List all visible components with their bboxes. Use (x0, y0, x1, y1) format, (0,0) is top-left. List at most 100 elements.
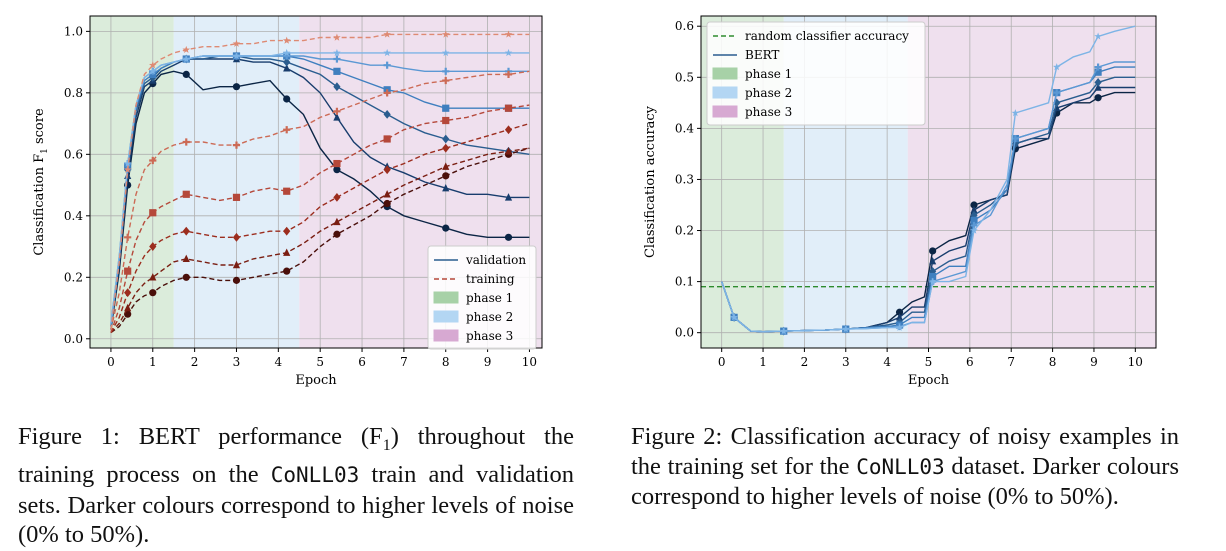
series-line-11 (110, 70, 530, 330)
data-point (779, 327, 788, 335)
legend: random classifier accuracy BERT phase 1 pha… (706, 21, 926, 126)
data-point (970, 201, 978, 209)
phase-band-1 (90, 16, 174, 348)
x-tick-label: 10 (522, 355, 537, 369)
data-point (182, 273, 190, 281)
data-point (149, 242, 157, 251)
data-point (442, 143, 450, 153)
x-axis-label: Epoch (908, 373, 950, 388)
series-6 (721, 25, 1136, 335)
legend-swatch (712, 67, 738, 80)
data-point (124, 303, 132, 312)
series-line-8 (110, 147, 530, 334)
series-line-6 (721, 25, 1136, 333)
data-point (1094, 68, 1102, 76)
figure1-caption-dataset: CoNLL03 (270, 463, 360, 488)
figure2-caption-dataset: CoNLL03 (856, 454, 945, 479)
y-axis-label-subscript: 1 (40, 148, 50, 154)
data-point (970, 226, 978, 234)
data-point (182, 254, 190, 263)
x-tick-label: 2 (191, 355, 199, 369)
data-point (383, 30, 391, 38)
figure1-caption-prefix: Figure 1: BERT performance (F (18, 423, 383, 450)
data-point (1011, 109, 1020, 117)
data-point (1094, 83, 1102, 91)
y-axis-label: Classification F1 score (32, 108, 50, 256)
data-point (970, 205, 978, 214)
data-point (442, 183, 450, 192)
x-tick-label: 10 (1128, 355, 1143, 369)
data-point (504, 104, 513, 112)
series-11 (110, 70, 530, 330)
figure1-caption-sub: 1 (382, 436, 391, 454)
x-tick-label: 5 (925, 355, 933, 369)
series-8 (110, 147, 530, 334)
data-point (149, 289, 157, 297)
data-point (1094, 78, 1102, 87)
y-tick-label: 0.3 (675, 172, 694, 186)
legend-label: training (466, 272, 515, 286)
data-point (333, 33, 341, 41)
data-point (232, 193, 241, 201)
data-point (1053, 98, 1061, 108)
data-point (182, 190, 190, 198)
series-line-12 (110, 33, 530, 330)
data-point (333, 55, 341, 63)
data-point (182, 138, 190, 146)
data-point (929, 272, 937, 281)
x-tick-label: 4 (883, 355, 891, 369)
x-tick-label: 0 (107, 355, 115, 369)
x-tick-label: 9 (484, 355, 492, 369)
data-point (895, 308, 904, 316)
x-tick-label: 1 (759, 355, 767, 369)
data-point (504, 30, 513, 38)
data-point (383, 48, 391, 57)
y-tick-label: 0.1 (675, 275, 694, 289)
x-tick-label: 2 (801, 355, 809, 369)
series-12 (110, 30, 530, 330)
series-line-3 (110, 55, 530, 327)
data-point (149, 61, 157, 69)
data-point (383, 199, 391, 208)
data-point (124, 288, 132, 298)
data-point (383, 190, 391, 198)
series-line-6 (110, 52, 530, 324)
legend-label: phase 1 (745, 67, 792, 81)
data-point (232, 52, 241, 60)
data-point (333, 166, 341, 174)
data-point (283, 126, 291, 134)
legend-label: BERT (745, 48, 779, 62)
data-point (929, 256, 937, 265)
data-point (383, 61, 391, 69)
series-line-1 (110, 70, 530, 330)
data-point (383, 89, 391, 97)
data-point (442, 172, 450, 180)
x-tick-label: 3 (233, 355, 241, 369)
x-tick-label: 7 (1007, 355, 1015, 369)
legend: validation training phase 1 phase 2 phase 3 (427, 245, 537, 350)
data-point (149, 209, 157, 217)
legend-swatch (433, 329, 459, 342)
data-point (730, 313, 738, 321)
y-tick-label: 0.4 (675, 121, 694, 135)
y-tick-label: 0.6 (675, 19, 694, 33)
x-tick-label: 3 (842, 355, 850, 369)
data-point (182, 45, 191, 54)
data-point (441, 48, 450, 57)
y-tick-label: 0.8 (64, 86, 83, 100)
data-point (442, 76, 450, 85)
x-tick-label: 8 (442, 355, 450, 369)
data-point (232, 83, 241, 91)
legend-box (427, 245, 537, 350)
figure1-caption: Figure 1: BERT performance (F1) througho… (18, 422, 574, 550)
data-point (182, 226, 190, 236)
data-point (232, 276, 241, 284)
y-tick-label: 0.0 (64, 332, 83, 346)
data-point (232, 260, 241, 269)
data-point (895, 323, 904, 331)
y-tick-label: 0.4 (64, 209, 83, 223)
y-tick-label: 0.2 (64, 270, 83, 284)
data-point (124, 267, 132, 275)
x-tick-label: 8 (1049, 355, 1057, 369)
x-tick-label: 1 (149, 355, 157, 369)
